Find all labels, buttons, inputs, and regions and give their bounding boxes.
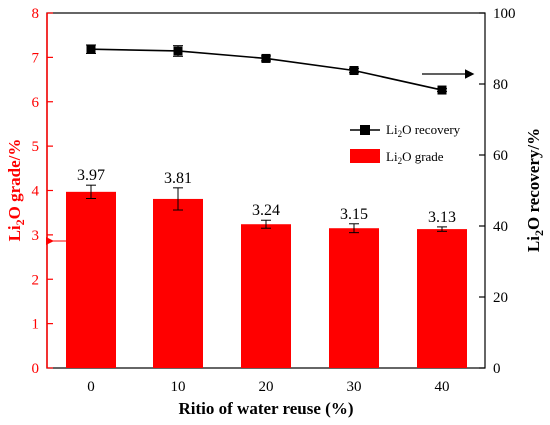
left-axis-title: Li2O grade/% bbox=[5, 139, 27, 242]
left-tick-label: 6 bbox=[32, 95, 40, 111]
bar bbox=[417, 229, 467, 368]
left-tick-label: 4 bbox=[32, 184, 40, 200]
legend-label-recovery: Li2O recovery bbox=[386, 122, 461, 139]
right-tick-label: 40 bbox=[493, 219, 508, 235]
right-axis-title: Li2O recovery/% bbox=[524, 128, 546, 252]
left-tick-label: 0 bbox=[32, 361, 40, 377]
legend-label-grade: Li2O grade bbox=[386, 149, 444, 166]
recovery-point bbox=[437, 85, 447, 95]
bar bbox=[153, 198, 203, 368]
bar-series: 3.97 3.81 3.24 3.15 3.13 bbox=[66, 167, 467, 368]
recovery-point bbox=[261, 53, 271, 63]
x-tick-label: 10 bbox=[171, 379, 186, 395]
legend-item-recovery: Li2O recovery bbox=[350, 122, 461, 139]
left-tick-label: 3 bbox=[32, 228, 40, 244]
left-axis-ticks: 0 1 2 3 4 5 6 7 8 bbox=[32, 6, 53, 377]
right-axis-ticks: 0 20 40 60 80 100 bbox=[479, 6, 516, 377]
line-series bbox=[86, 44, 447, 95]
recovery-point bbox=[173, 46, 183, 56]
bar-data-label: 3.97 bbox=[77, 167, 105, 184]
left-tick-label: 8 bbox=[32, 6, 40, 22]
right-tick-label: 60 bbox=[493, 148, 508, 164]
right-tick-label: 0 bbox=[493, 361, 501, 377]
x-tick-label: 20 bbox=[259, 379, 274, 395]
right-tick-label: 80 bbox=[493, 77, 508, 93]
x-tick-label: 30 bbox=[347, 379, 362, 395]
legend-item-grade: Li2O grade bbox=[350, 149, 444, 166]
left-tick-label: 7 bbox=[32, 50, 40, 66]
x-axis-title: Ritio of water reuse (%) bbox=[179, 399, 354, 418]
x-tick-label: 40 bbox=[435, 379, 450, 395]
left-tick-label: 5 bbox=[32, 139, 40, 155]
left-tick-label: 1 bbox=[32, 317, 40, 333]
bar-data-label: 3.81 bbox=[164, 170, 192, 187]
bar-data-label: 3.13 bbox=[428, 209, 456, 226]
bar bbox=[66, 191, 116, 368]
right-tick-label: 100 bbox=[493, 6, 516, 22]
right-tick-label: 20 bbox=[493, 290, 508, 306]
recovery-point bbox=[86, 44, 96, 54]
x-tick-label: 0 bbox=[87, 379, 95, 395]
bar bbox=[241, 224, 291, 368]
x-axis-ticks: 0 10 20 30 40 bbox=[87, 362, 450, 395]
left-tick-label: 2 bbox=[32, 272, 40, 288]
recovery-point bbox=[349, 66, 359, 76]
bar-data-label: 3.24 bbox=[252, 202, 280, 219]
legend: Li2O recovery Li2O grade bbox=[350, 122, 461, 166]
bar bbox=[329, 228, 379, 368]
bar-data-label: 3.15 bbox=[340, 206, 368, 223]
